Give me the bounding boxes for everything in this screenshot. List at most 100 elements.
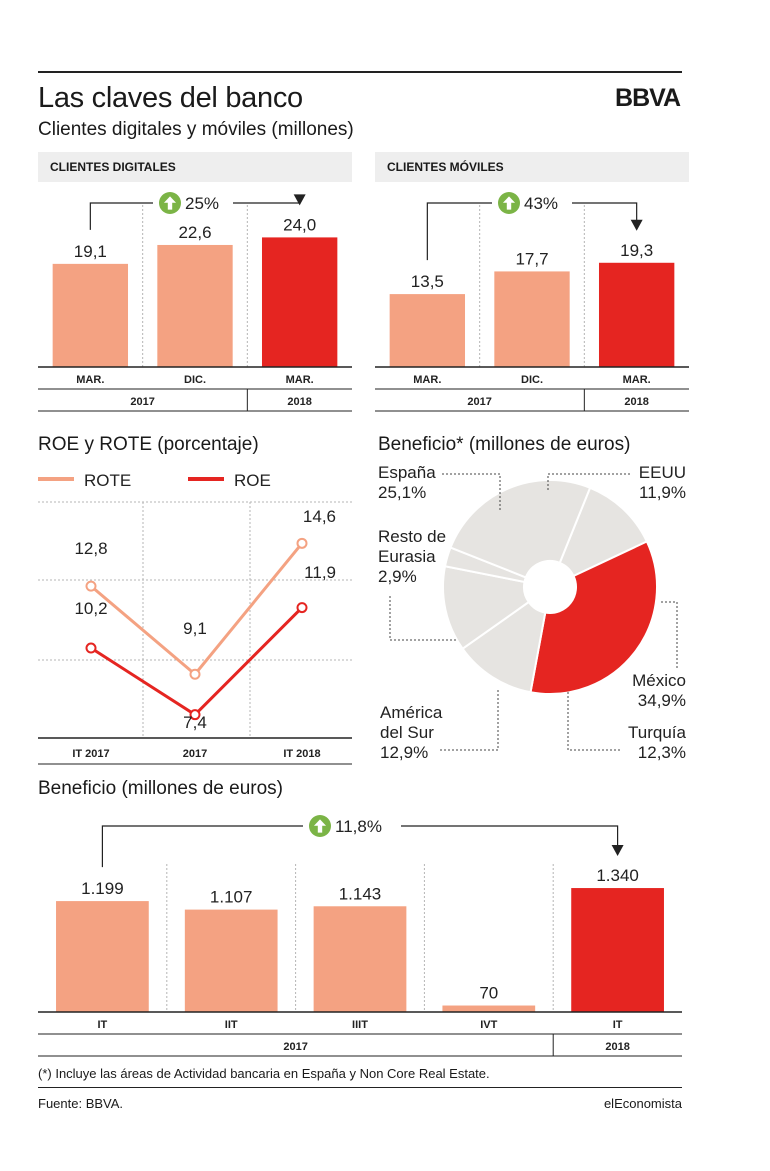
pie-label-turquia-value: 12,3% [638, 743, 686, 762]
footnote: (*) Incluye las áreas de Actividad banca… [38, 1066, 490, 1081]
page-subtitle: Clientes digitales y móviles (millones) [38, 119, 354, 140]
value-label: 13,5 [411, 272, 444, 291]
leader-line [567, 690, 620, 751]
data-label: 12,8 [74, 539, 107, 558]
legend-label: ROTE [84, 471, 131, 490]
bracket-arrowhead [611, 845, 624, 857]
bar [261, 237, 338, 367]
digital-clients-chart: 19,1 MAR. 22,6 DIC. 24,0 MAR. 2017 2018 25% [38, 192, 352, 412]
pie-slice [529, 540, 658, 695]
leader-line [442, 473, 501, 510]
pie-slice [461, 600, 547, 694]
data-point [189, 709, 201, 721]
source: Fuente: BBVA. [38, 1096, 124, 1111]
growth-label: 43% [524, 194, 558, 213]
group-label: 2018 [605, 1041, 629, 1053]
data-point [189, 668, 201, 680]
pie-label-espana-value: 25,1% [378, 483, 426, 502]
category-label: IVT [480, 1019, 497, 1031]
category-label: DIC. [184, 374, 206, 386]
bracket-arrowhead [293, 194, 306, 206]
bar [494, 271, 570, 367]
pie-slice [449, 479, 592, 579]
group-label: 2018 [624, 396, 648, 408]
value-label: 24,0 [283, 215, 316, 234]
data-point [296, 537, 308, 549]
value-label: 70 [479, 984, 498, 1003]
roe-rote-chart: ROTE ROE 12,8 9,1 14,6 10,2 7,4 11,9 IT 2017 2017… [38, 471, 352, 765]
legend-label: ROE [234, 471, 271, 490]
category-label: 2017 [183, 748, 207, 760]
pie-label-america-value: 12,9% [380, 743, 428, 762]
credit: elEconomista [603, 1096, 682, 1111]
bar [389, 294, 466, 367]
panel-head-digitales: CLIENTES DIGITALES [38, 152, 352, 182]
bar [52, 263, 129, 367]
category-label: IIIT [352, 1019, 368, 1031]
pie-chart-title: Beneficio* (millones de euros) [378, 434, 631, 455]
leader-line [389, 596, 456, 641]
up-arrow-icon [498, 192, 520, 214]
bracket-arrowhead [630, 219, 643, 231]
category-label: IIT [225, 1019, 238, 1031]
pie-label-america: América [380, 703, 443, 722]
pie-label-resto: Eurasia [378, 547, 436, 566]
data-label: 9,1 [183, 619, 207, 638]
value-label: 19,3 [620, 241, 653, 260]
data-label: 11,9 [304, 563, 336, 582]
bar [442, 1005, 536, 1012]
roe-chart-title: ROE y ROTE (porcentaje) [38, 434, 259, 455]
pie-label-resto: Resto de [378, 527, 446, 546]
bracket-right [401, 825, 619, 847]
category-label: MAR. [623, 374, 651, 386]
value-label: 22,6 [178, 223, 211, 242]
page-title: Las claves del banco [38, 82, 303, 114]
mobile-clients-chart: 13,5 MAR. 17,7 DIC. 19,3 MAR. 2017 2018 43% [375, 192, 689, 412]
pie-label-eeuu-value: 11,9% [639, 483, 686, 502]
group-label: 2017 [283, 1041, 307, 1053]
panel-head-moviles: CLIENTES MÓVILES [375, 152, 689, 182]
category-label: DIC. [521, 374, 543, 386]
bar [571, 888, 664, 1012]
data-point [296, 602, 308, 614]
bracket-left [89, 202, 153, 230]
value-label: 1.143 [339, 884, 382, 903]
category-label: IT [98, 1019, 108, 1031]
bar [184, 909, 278, 1012]
data-point [85, 642, 97, 654]
up-arrow-icon-shape [313, 819, 327, 833]
leader-line [547, 473, 630, 490]
bracket-right [572, 202, 638, 221]
value-label: 17,7 [515, 249, 548, 268]
bar [157, 244, 233, 367]
leader-line [440, 690, 499, 751]
pie-label-america: del Sur [380, 723, 434, 742]
category-label: IT 2018 [283, 748, 320, 760]
data-label: 7,4 [183, 713, 207, 732]
beneficio-bar-chart: 1.199 IT 1.107 IIT 1.143 IIIT 70 IVT 1.340 IT 2017… [38, 815, 682, 1057]
category-label: IT [613, 1019, 623, 1031]
bar [598, 262, 675, 367]
footer-rule [38, 1087, 682, 1088]
pie-label-eeuu: EEUU [639, 463, 686, 482]
bracket-right [233, 195, 301, 204]
growth-label: 11,8% [335, 817, 382, 836]
value-label: 1.199 [81, 879, 124, 898]
bbva-logo: BBVA [615, 84, 681, 112]
pie-label-turquia: Turquía [628, 723, 687, 742]
up-arrow-icon [159, 192, 181, 214]
category-label: MAR. [413, 374, 441, 386]
category-label: MAR. [286, 374, 314, 386]
category-label: IT 2017 [72, 748, 109, 760]
value-label: 1.340 [596, 866, 639, 885]
data-label: 14,6 [303, 507, 336, 526]
bracket-left [101, 825, 303, 868]
bar [56, 901, 149, 1012]
value-label: 1.107 [210, 888, 253, 907]
pie-label-mexico: México [632, 671, 686, 690]
pie-label-mexico-value: 34,9% [638, 691, 686, 710]
up-arrow-icon-shape [502, 196, 516, 210]
group-label: 2018 [287, 396, 311, 408]
